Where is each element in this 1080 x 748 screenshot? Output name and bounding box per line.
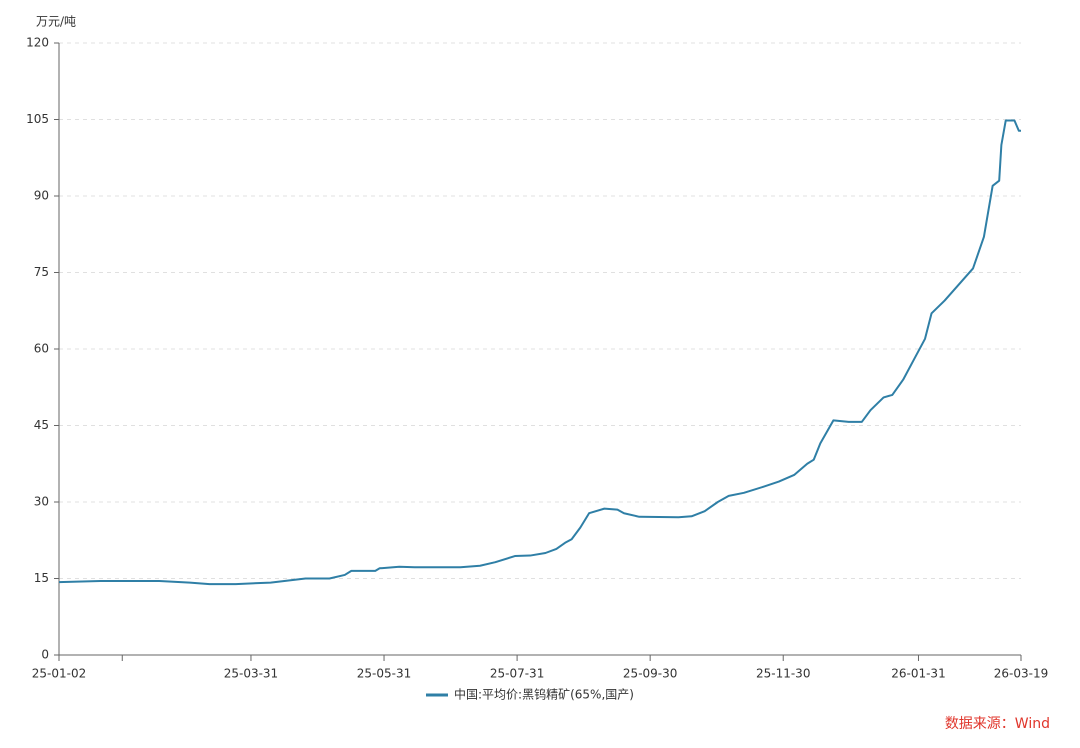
y-tick-label: 45 xyxy=(34,418,49,432)
x-tick-label: 26-01-31 xyxy=(891,667,945,681)
x-tick-label: 26-03-19 xyxy=(994,667,1048,681)
y-tick-label: 0 xyxy=(41,648,49,662)
x-tick-label: 25-07-31 xyxy=(490,667,544,681)
x-tick-label: 25-05-31 xyxy=(357,667,411,681)
y-tick-label: 120 xyxy=(26,36,49,50)
y-tick-label: 30 xyxy=(34,495,49,509)
y-axis-label: 万元/吨 xyxy=(36,15,76,29)
y-tick-label: 90 xyxy=(34,189,49,203)
line xyxy=(58,119,1021,586)
x-tick-label: 25-11-30 xyxy=(756,667,810,681)
source: 数据来源：Wind xyxy=(945,716,1050,732)
x-tick-label: 25-03-31 xyxy=(224,667,278,681)
legend-label: 中国:平均价:黑钨精矿(65%,国产) xyxy=(454,687,634,702)
y-tick-label: 15 xyxy=(34,571,49,585)
y-tick-label: 105 xyxy=(26,112,49,126)
y-tick-label: 75 xyxy=(34,265,49,279)
x-tick-label: 25-01-02 xyxy=(32,667,86,681)
y-tick-label: 60 xyxy=(34,342,49,356)
x-tick-label: 25-09-30 xyxy=(623,667,677,681)
